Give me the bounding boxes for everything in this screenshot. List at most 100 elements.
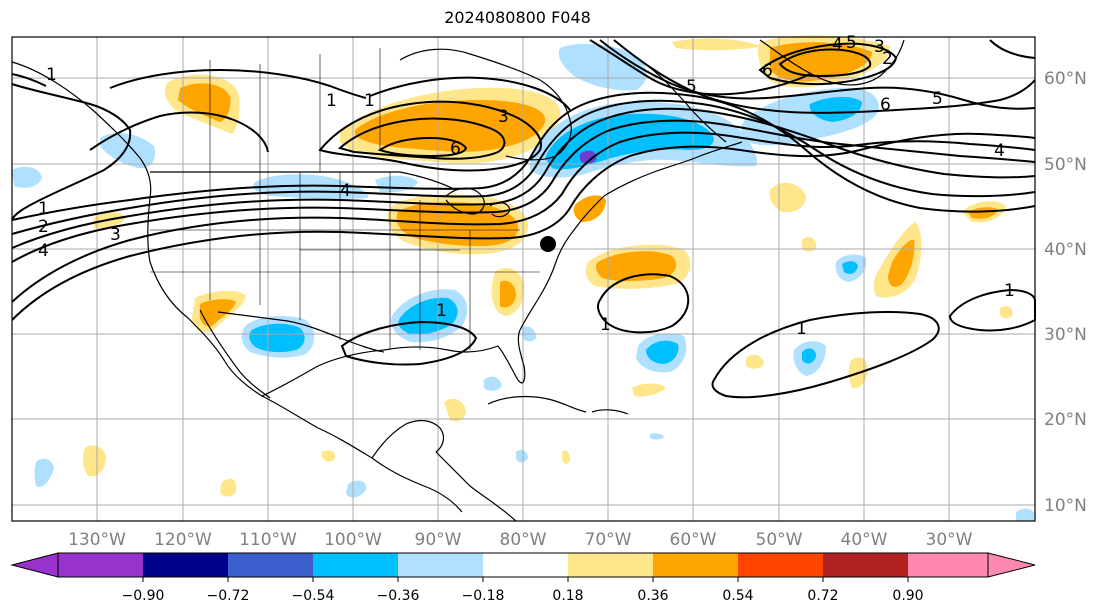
contour-line — [11, 91, 1036, 221]
positive-anomaly-region — [746, 354, 764, 369]
contour-label: 2 — [882, 49, 893, 69]
negative-anomaly-region — [842, 261, 858, 274]
colorbar-segment — [823, 553, 908, 577]
negative-anomaly-region — [809, 96, 862, 122]
negative-anomaly-region — [580, 150, 597, 164]
contour-line — [589, 39, 811, 96]
contour-label: 3 — [110, 225, 121, 245]
contour-label: 1 — [38, 199, 49, 219]
contour-line — [711, 311, 940, 399]
lon-tick-label: 50°W — [756, 530, 803, 550]
us-canada-border — [150, 171, 457, 191]
hispaniola-outline — [591, 409, 629, 415]
positive-anomaly-region — [178, 83, 231, 122]
lat-tick-label: 30°N — [1044, 325, 1087, 345]
colorbar-tick-label: −0.72 — [207, 588, 250, 604]
positive-anomaly-region — [82, 445, 106, 477]
contour-line — [989, 39, 1036, 59]
lon-tick-label: 30°W — [926, 530, 973, 550]
lat-tick-label: 10°N — [1044, 496, 1087, 516]
contour-line — [109, 68, 367, 99]
negative-anomaly-region — [34, 458, 54, 488]
colorbar-segment — [58, 553, 143, 577]
positive-anomaly-region — [355, 100, 546, 152]
contour-label: 4 — [832, 35, 843, 55]
negative-anomaly-region — [650, 433, 664, 440]
colorbar-tick-label: −0.54 — [292, 588, 335, 604]
yucatan-coast — [371, 419, 445, 459]
colorbar-tick-label: 0.72 — [807, 588, 838, 604]
contour-label-layer: 1 2 3 4 5 6 1 1 3 6 5 4 1 1 6 5 4 3 2 1 … — [38, 33, 1015, 339]
plot-title: 2024080800 F048 — [444, 8, 591, 27]
lon-tick-label: 90°W — [415, 530, 462, 550]
contour-label: 1 — [600, 315, 611, 335]
colorbar-tick-label: −0.36 — [377, 588, 420, 604]
lon-tick-label: 80°W — [500, 530, 547, 550]
lat-tick-label: 50°N — [1044, 155, 1087, 175]
state-borders — [150, 172, 540, 350]
contour-line — [11, 131, 1036, 303]
negative-anomaly-region — [12, 166, 42, 188]
contour-line — [377, 136, 468, 158]
colorbar-segment — [568, 553, 653, 577]
negative-anomaly-region — [398, 297, 458, 335]
lon-tick-label: 130°W — [68, 530, 126, 550]
colorbar-segment — [653, 553, 738, 577]
negative-anomaly-region — [249, 323, 305, 353]
positive-anomaly-region — [500, 280, 516, 308]
lon-tick-label: 120°W — [154, 530, 212, 550]
contour-label: 3 — [498, 107, 509, 127]
positive-anomaly-region — [672, 38, 760, 51]
lon-tick-label: 70°W — [585, 530, 632, 550]
colorbar-tick-label: −0.90 — [122, 588, 165, 604]
positive-anomaly-region — [968, 207, 998, 219]
contour-line — [11, 83, 132, 221]
negative-anomaly-region — [516, 450, 528, 463]
lon-tick-label: 40°W — [841, 530, 888, 550]
contour-line — [318, 100, 542, 172]
positive-anomaly-region — [220, 478, 237, 497]
contour-line — [337, 117, 506, 160]
contour-line — [778, 48, 872, 78]
lat-tick-label: 20°N — [1044, 410, 1087, 430]
colorbar-tick-label: −0.18 — [462, 588, 505, 604]
contour-label: 4 — [38, 241, 49, 261]
positive-anomaly-region — [802, 237, 817, 252]
colorbar-segment — [738, 553, 823, 577]
contour-label: 5 — [846, 33, 857, 53]
colorbar-extend-low — [10, 552, 59, 578]
latitude-labels: 60°N 50°N 40°N 30°N 20°N 10°N — [1044, 69, 1087, 516]
positive-anomaly-region — [199, 299, 236, 327]
positive-anomaly-region — [632, 383, 666, 397]
contour-label: 1 — [46, 65, 57, 85]
canada-province-borders — [209, 48, 381, 172]
contour-label: 6 — [450, 139, 461, 159]
positive-anomaly-region — [1000, 306, 1013, 319]
contour-line — [599, 39, 1036, 110]
lon-tick-label: 110°W — [239, 530, 297, 550]
negative-anomaly-region — [346, 480, 367, 498]
contour-line — [340, 320, 478, 366]
contour-line — [369, 76, 571, 111]
location-marker — [540, 236, 556, 252]
negative-anomaly-region — [646, 340, 679, 364]
colorbar-frame — [57, 552, 989, 578]
contour-line — [11, 107, 1036, 249]
contour-line — [89, 111, 269, 153]
cuba-outline — [487, 395, 587, 413]
contour-label: 1 — [436, 301, 447, 321]
contour-line — [758, 42, 898, 86]
contour-label: 3 — [874, 37, 885, 57]
colorbar-extend-high — [987, 552, 1036, 578]
contour-label: 2 — [38, 217, 49, 237]
colorbar-tick-label: 0.54 — [722, 588, 753, 604]
negative-anomaly-region — [1016, 508, 1035, 521]
contour-line — [11, 119, 1036, 263]
positive-anomaly-region — [562, 450, 570, 464]
colorbar-segment — [313, 553, 398, 577]
colorbar-tick-label: 0.90 — [892, 588, 923, 604]
north-america-west-coast — [11, 61, 463, 513]
contour-layer — [11, 39, 1036, 399]
colorbar-tick-label: 0.36 — [637, 588, 668, 604]
map-frame — [11, 36, 1036, 522]
